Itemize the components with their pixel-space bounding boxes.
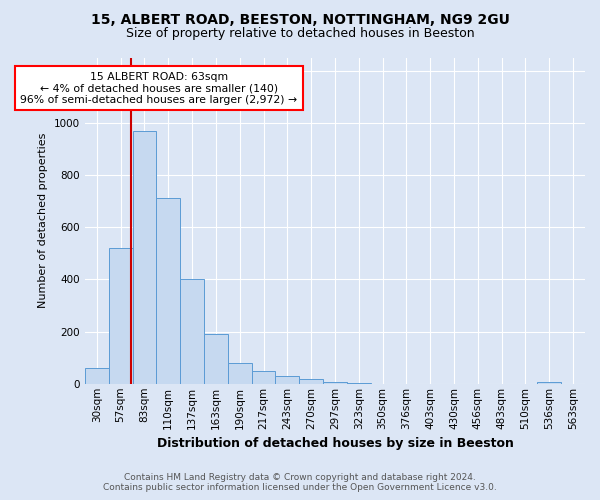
Bar [299, 378, 323, 384]
Text: Size of property relative to detached houses in Beeston: Size of property relative to detached ho… [125, 28, 475, 40]
Bar [538, 382, 561, 384]
Y-axis label: Number of detached properties: Number of detached properties [38, 133, 48, 308]
Text: 15, ALBERT ROAD, BEESTON, NOTTINGHAM, NG9 2GU: 15, ALBERT ROAD, BEESTON, NOTTINGHAM, NG… [91, 12, 509, 26]
X-axis label: Distribution of detached houses by size in Beeston: Distribution of detached houses by size … [157, 437, 514, 450]
Bar [251, 370, 275, 384]
Bar [85, 368, 109, 384]
Bar [109, 248, 133, 384]
Bar [347, 383, 371, 384]
Bar [323, 382, 347, 384]
Bar [228, 363, 251, 384]
Text: 15 ALBERT ROAD: 63sqm
← 4% of detached houses are smaller (140)
96% of semi-deta: 15 ALBERT ROAD: 63sqm ← 4% of detached h… [20, 72, 298, 105]
Bar [180, 280, 204, 384]
Bar [275, 376, 299, 384]
Bar [133, 130, 157, 384]
Bar [157, 198, 180, 384]
Bar [204, 334, 228, 384]
Text: Contains HM Land Registry data © Crown copyright and database right 2024.
Contai: Contains HM Land Registry data © Crown c… [103, 473, 497, 492]
